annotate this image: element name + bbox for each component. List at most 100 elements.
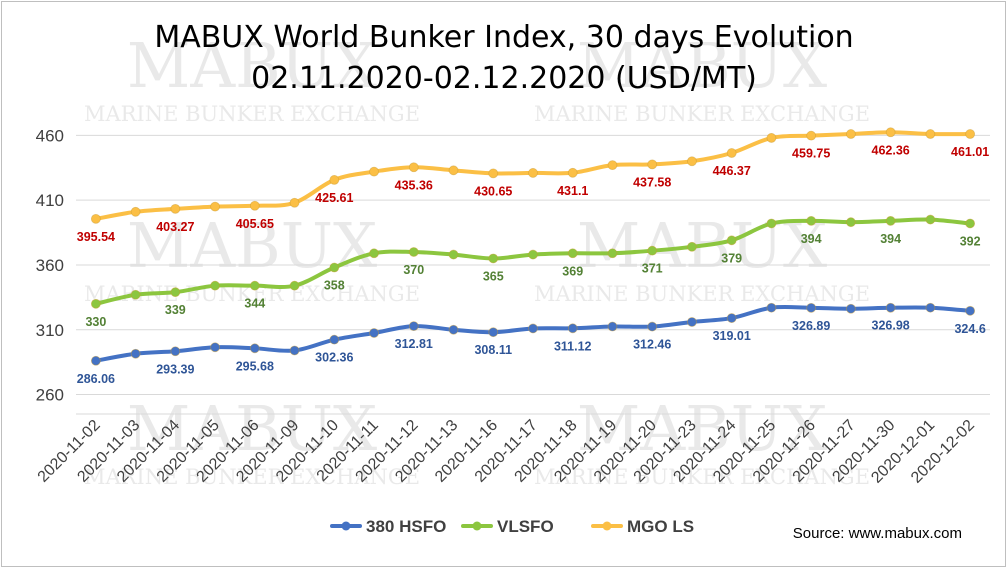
data-point [329,262,340,273]
data-point [965,129,976,139]
data-point [329,175,340,185]
legend-item-mgo-ls: MGO LS [591,517,694,536]
data-point [726,235,737,246]
watermark-tagline: MARINE BUNKER EXCHANGE [84,102,420,126]
data-label: 425.61 [315,191,353,205]
source-note: Source: www.mabux.com [793,525,962,542]
data-point [607,321,618,332]
data-point [925,129,936,139]
watermark-logo: MABUX [577,392,827,465]
data-point [170,203,181,214]
data-point [647,245,658,256]
data-point [90,355,101,366]
data-point [329,334,340,345]
data-point [289,345,300,356]
data-point [488,327,499,338]
data-point [726,148,737,158]
data-label: 339 [165,303,186,317]
watermark-logo: MABUX [127,29,377,102]
data-label: 379 [721,251,742,265]
data-point [130,348,141,359]
data-point [249,343,260,354]
series-layer: 286.06 293.39 295.68 302.36 312.81 308.11 311.… [77,127,989,386]
data-point [448,249,459,260]
legend-swatch-marker [341,521,351,531]
data-point [170,346,181,357]
data-point [885,127,896,138]
data-point [766,302,777,313]
data-label: 330 [85,315,106,329]
legend-swatch-marker [602,521,612,531]
data-label: 324.6 [954,322,985,336]
chart-subtitle: 02.11.2020-02.12.2020 (USD/MT) [251,61,757,96]
data-point [607,160,618,171]
data-point [90,213,101,224]
data-label: 394 [801,232,822,246]
data-point [528,168,538,178]
watermark-tagline: MARINE BUNKER EXCHANGE [84,465,420,489]
data-label: 326.89 [792,319,830,333]
data-label: 369 [562,264,583,278]
data-label: 311.12 [554,339,592,353]
data-label: 459.75 [792,147,830,161]
data-point [528,249,538,260]
data-point [369,166,379,177]
y-tick-label: 310 [36,321,64,340]
data-label: 430.65 [474,184,512,198]
y-tick-label: 460 [36,126,64,145]
data-point [170,287,181,298]
data-point [289,280,300,291]
data-point [925,214,936,225]
data-point [408,321,419,332]
data-label: 370 [403,263,424,277]
data-point [369,328,379,338]
data-label: 462.36 [872,143,910,157]
data-label: 405.65 [236,217,274,231]
data-point [687,156,697,167]
data-label: 308.11 [474,343,512,357]
data-point [846,303,856,314]
data-label: 431.1 [557,184,588,198]
legend-item-380-hsfo: 380 HSFO [330,517,446,536]
data-label: 435.36 [395,178,433,192]
data-point [766,133,777,143]
data-label: 312.46 [633,338,671,352]
data-label: 461.01 [951,145,989,159]
data-point [448,324,459,335]
legend: 380 HSFO VLSFO MGO LS [330,517,694,536]
data-point [687,241,697,252]
legend-label: VLSFO [497,517,554,536]
data-point [726,313,737,323]
data-label: 437.58 [633,175,671,189]
legend-item-vlsfo: VLSFO [461,517,554,536]
data-point [528,323,538,334]
data-label: 371 [642,262,663,276]
data-label: 344 [244,297,265,311]
data-point [965,305,976,316]
data-point [90,298,101,309]
data-label: 394 [880,232,901,246]
data-point [249,280,260,291]
watermark-tagline: MARINE BUNKER EXCHANGE [534,282,870,306]
data-label: 326.98 [872,319,910,333]
data-point [647,321,658,332]
data-point [965,218,976,229]
data-point [210,280,220,291]
data-label: 395.54 [77,230,115,244]
data-point [408,162,419,173]
data-label: 295.68 [236,359,274,373]
legend-label: 380 HSFO [366,517,446,536]
data-point [130,289,141,300]
y-tick-label: 260 [36,386,64,405]
data-point [687,317,697,327]
y-tick-label: 360 [36,256,64,275]
legend-swatch-marker [472,521,482,531]
data-point [488,168,499,179]
data-point [289,197,300,208]
data-point [766,218,777,229]
watermark-tagline: MARINE BUNKER EXCHANGE [534,465,870,489]
data-point [806,130,817,141]
watermark-logo: MABUX [577,29,827,102]
